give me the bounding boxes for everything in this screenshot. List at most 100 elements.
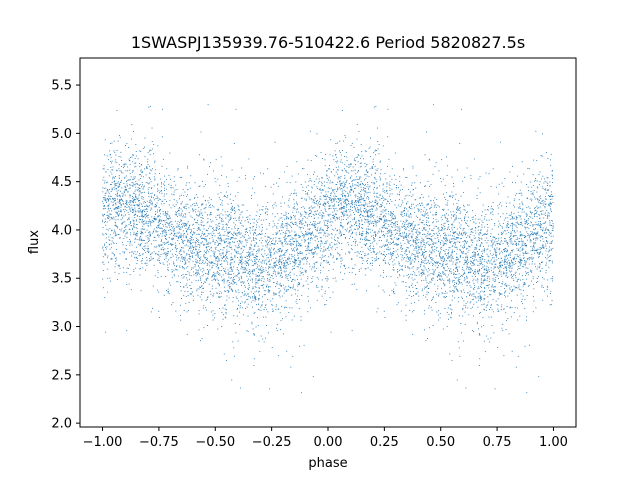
data-point — [216, 258, 218, 260]
data-point — [238, 273, 239, 275]
data-point — [110, 190, 112, 192]
data-point — [219, 199, 221, 200]
data-point — [118, 266, 120, 267]
data-point — [153, 216, 155, 218]
data-point — [155, 217, 157, 219]
data-point — [192, 224, 194, 226]
data-point — [267, 271, 269, 273]
data-point — [300, 260, 301, 262]
data-point — [164, 190, 166, 191]
data-point — [189, 259, 191, 261]
data-point — [135, 219, 137, 221]
data-point — [285, 241, 287, 243]
data-point — [332, 215, 333, 216]
data-point — [281, 257, 283, 259]
data-point — [296, 203, 298, 205]
data-point — [198, 254, 199, 256]
data-point — [380, 252, 382, 254]
data-point — [266, 284, 268, 286]
data-point — [309, 237, 311, 239]
data-point — [473, 303, 475, 305]
data-point — [204, 257, 206, 259]
data-point — [224, 241, 226, 243]
data-point — [230, 277, 232, 279]
data-point — [282, 223, 284, 225]
data-point — [135, 181, 137, 183]
data-point — [182, 257, 184, 258]
data-point — [287, 280, 289, 282]
data-point — [327, 225, 329, 227]
data-point — [302, 227, 304, 229]
data-point — [325, 191, 327, 193]
data-point — [217, 272, 219, 274]
data-point — [269, 273, 271, 275]
data-point — [317, 246, 319, 248]
data-point — [252, 286, 254, 288]
data-point — [115, 204, 117, 206]
data-point — [264, 211, 266, 213]
data-point — [279, 275, 281, 277]
data-point — [362, 215, 364, 217]
data-point — [240, 303, 242, 304]
data-point — [280, 319, 282, 321]
data-point — [486, 271, 488, 273]
data-point — [112, 242, 114, 244]
data-point — [116, 279, 118, 281]
data-point — [108, 175, 110, 177]
data-point — [295, 301, 297, 302]
data-point — [388, 242, 390, 244]
data-point — [143, 216, 145, 218]
data-point — [233, 232, 235, 234]
data-point — [397, 244, 399, 246]
data-point — [102, 227, 104, 228]
data-point — [314, 221, 316, 223]
data-point — [281, 262, 282, 264]
data-point — [107, 198, 108, 200]
data-point — [158, 192, 160, 194]
data-point — [133, 205, 135, 207]
data-point — [175, 236, 177, 237]
data-point — [180, 237, 182, 238]
data-point — [314, 226, 316, 228]
data-point — [210, 247, 212, 249]
data-point — [498, 293, 500, 295]
data-point — [199, 247, 201, 249]
data-point — [254, 300, 256, 302]
data-point — [293, 193, 295, 194]
data-point — [224, 242, 226, 244]
data-point — [145, 167, 147, 169]
data-point — [113, 232, 115, 234]
data-point — [237, 191, 239, 193]
data-point — [271, 266, 273, 268]
data-point — [140, 197, 142, 199]
data-point — [200, 269, 202, 271]
data-point — [131, 178, 133, 180]
data-point — [305, 200, 307, 202]
data-point — [159, 220, 161, 222]
data-point — [280, 206, 282, 208]
data-point — [504, 240, 506, 242]
data-point — [174, 235, 176, 237]
data-point — [459, 255, 461, 256]
data-point — [264, 307, 266, 308]
data-point — [327, 235, 329, 237]
data-point — [225, 317, 227, 319]
data-point — [225, 260, 227, 262]
data-point — [256, 211, 258, 213]
data-point — [144, 215, 146, 217]
data-point — [287, 204, 289, 206]
data-point — [391, 231, 393, 233]
data-point — [312, 253, 314, 255]
data-point — [188, 255, 190, 257]
data-point — [221, 240, 223, 241]
data-point — [110, 207, 111, 209]
data-point — [109, 213, 111, 215]
data-point — [200, 279, 202, 281]
data-point — [210, 226, 212, 228]
data-point — [428, 274, 430, 276]
data-point — [119, 170, 121, 172]
data-point — [473, 263, 475, 265]
data-point — [354, 238, 356, 240]
data-point — [171, 223, 173, 225]
data-point — [134, 209, 136, 211]
